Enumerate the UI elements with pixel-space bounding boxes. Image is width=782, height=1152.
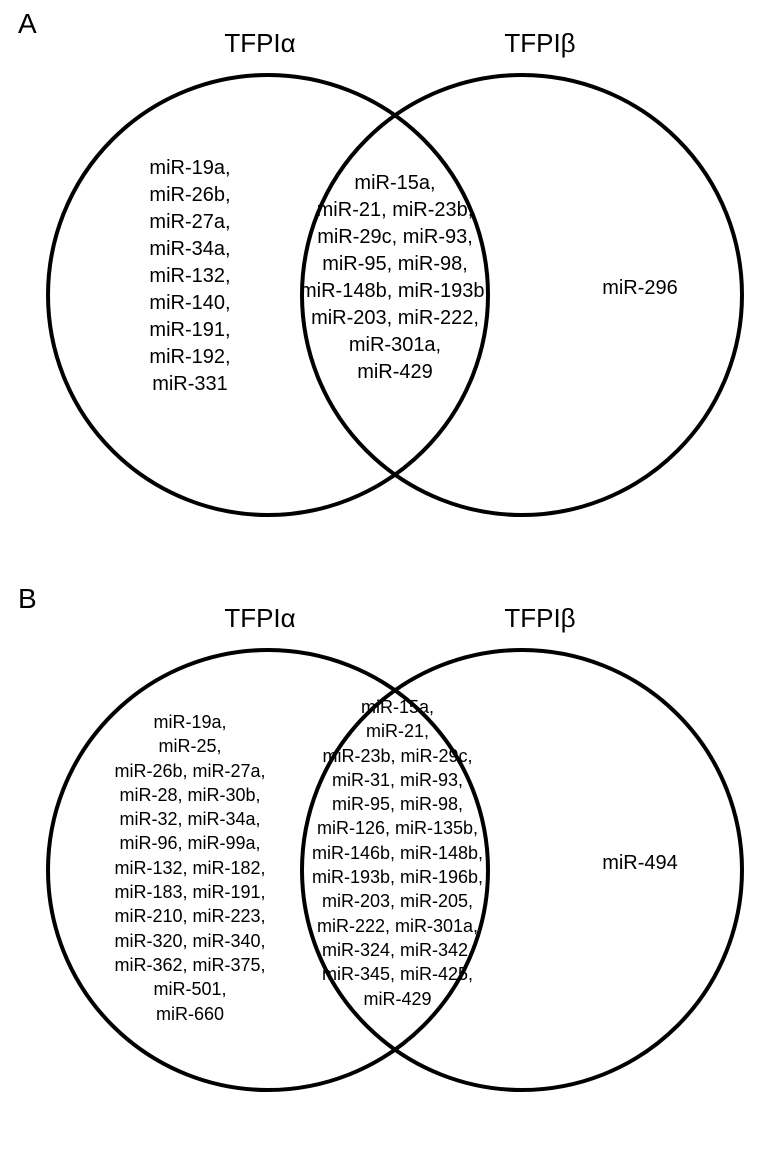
text-line: miR-183, miR-191, bbox=[80, 880, 300, 904]
text-line: miR-222, miR-301a, bbox=[300, 914, 495, 938]
text-line: miR-192, bbox=[90, 344, 290, 371]
text-line: miR-34a, bbox=[90, 236, 290, 263]
text-line: miR-331 bbox=[90, 371, 290, 398]
text-line: miR-26b, miR-27a, bbox=[80, 759, 300, 783]
text-line: miR-203, miR-222, bbox=[300, 305, 490, 332]
text-line: miR-362, miR-375, bbox=[80, 953, 300, 977]
panel-b-intersection: miR-15a,miR-21,miR-23b, miR-29c,miR-31, … bbox=[300, 695, 495, 1011]
text-line: miR-296 bbox=[565, 275, 715, 302]
panel-a-intersection: miR-15a,miR-21, miR-23b,miR-29c, miR-93,… bbox=[300, 170, 490, 386]
text-line: miR-146b, miR-148b, bbox=[300, 841, 495, 865]
text-line: miR-660 bbox=[80, 1002, 300, 1026]
text-line: miR-345, miR-425, bbox=[300, 962, 495, 986]
text-line: miR-19a, bbox=[80, 710, 300, 734]
text-line: miR-494 bbox=[565, 850, 715, 877]
panel-b-left-only: miR-19a,miR-25,miR-26b, miR-27a,miR-28, … bbox=[80, 710, 300, 1026]
text-line: miR-429 bbox=[300, 359, 490, 386]
text-line: miR-132, miR-182, bbox=[80, 856, 300, 880]
panel-a-left-only: miR-19a,miR-26b,miR-27a,miR-34a,miR-132,… bbox=[90, 155, 290, 398]
text-line: miR-28, miR-30b, bbox=[80, 783, 300, 807]
text-line: miR-95, miR-98, bbox=[300, 792, 495, 816]
text-line: miR-15a, bbox=[300, 170, 490, 197]
text-line: miR-21, bbox=[300, 719, 495, 743]
text-line: miR-193b, miR-196b, bbox=[300, 865, 495, 889]
text-line: miR-191, bbox=[90, 317, 290, 344]
text-line: miR-27a, bbox=[90, 209, 290, 236]
text-line: miR-32, miR-34a, bbox=[80, 807, 300, 831]
text-line: miR-26b, bbox=[90, 182, 290, 209]
text-line: miR-501, bbox=[80, 977, 300, 1001]
text-line: miR-301a, bbox=[300, 332, 490, 359]
panel-b-right-only: miR-494 bbox=[565, 850, 715, 877]
text-line: miR-96, miR-99a, bbox=[80, 831, 300, 855]
text-line: miR-126, miR-135b, bbox=[300, 816, 495, 840]
text-line: miR-140, bbox=[90, 290, 290, 317]
text-line: miR-148b, miR-193b, bbox=[300, 278, 490, 305]
text-line: miR-320, miR-340, bbox=[80, 929, 300, 953]
text-line: miR-203, miR-205, bbox=[300, 889, 495, 913]
text-line: miR-132, bbox=[90, 263, 290, 290]
text-line: miR-324, miR-342, bbox=[300, 938, 495, 962]
text-line: miR-429 bbox=[300, 987, 495, 1011]
text-line: miR-25, bbox=[80, 734, 300, 758]
panel-a-right-only: miR-296 bbox=[565, 275, 715, 302]
text-line: miR-23b, miR-29c, bbox=[300, 744, 495, 768]
text-line: miR-29c, miR-93, bbox=[300, 224, 490, 251]
text-line: miR-19a, bbox=[90, 155, 290, 182]
text-line: miR-95, miR-98, bbox=[300, 251, 490, 278]
text-line: miR-31, miR-93, bbox=[300, 768, 495, 792]
text-line: miR-15a, bbox=[300, 695, 495, 719]
text-line: miR-210, miR-223, bbox=[80, 904, 300, 928]
text-line: miR-21, miR-23b, bbox=[300, 197, 490, 224]
